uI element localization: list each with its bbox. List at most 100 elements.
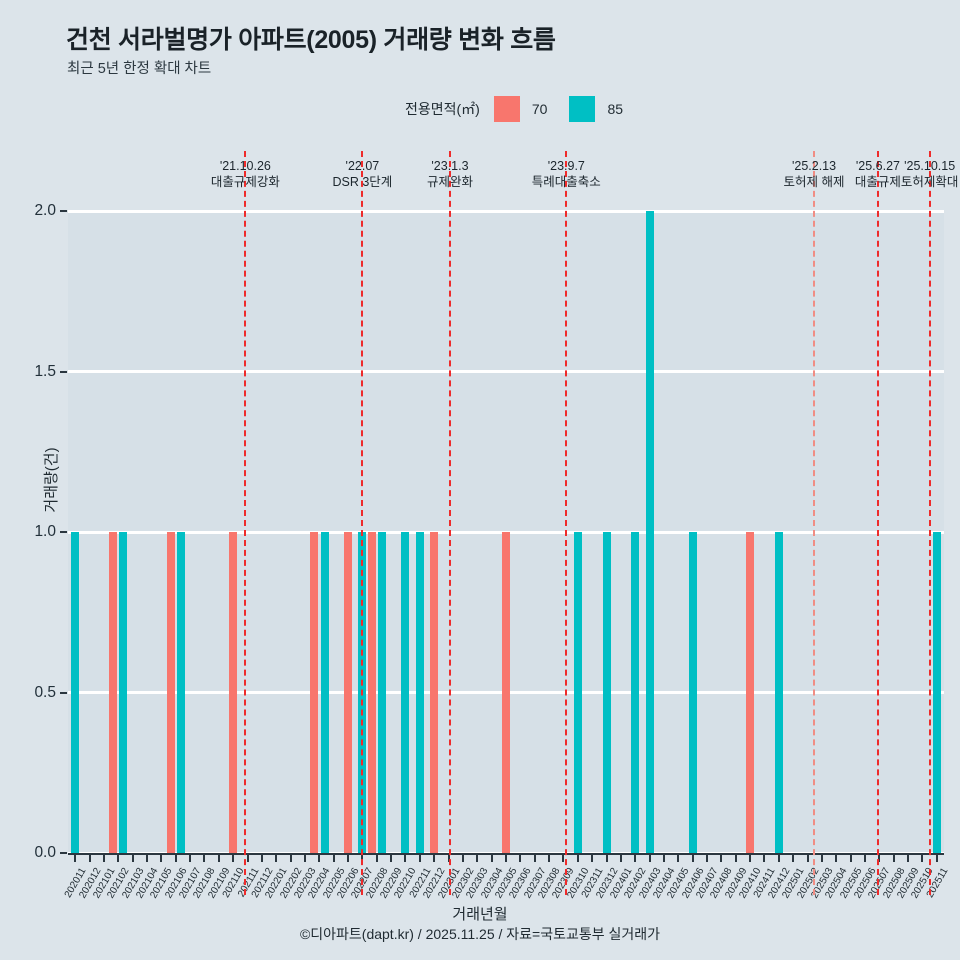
x-tick-mark — [892, 853, 895, 862]
bar-202204-85 — [320, 532, 329, 853]
x-tick-mark — [303, 853, 306, 862]
legend-label-70: 70 — [531, 101, 548, 117]
y-tick-label: 2.0 — [34, 202, 56, 219]
annotation-text: 규제완화 — [426, 175, 473, 189]
annotation-text: 대출규제강화 — [210, 175, 280, 189]
bar-202312-85 — [602, 532, 611, 853]
annotation-line-5 — [876, 151, 879, 895]
x-tick-mark — [605, 853, 608, 862]
bar-202305-70 — [502, 532, 510, 853]
y-tick-mark — [60, 852, 67, 854]
bar-202310-85 — [573, 532, 582, 853]
legend: 전용면적(㎡) 70 85 — [405, 96, 623, 122]
annotation-label-1: '22.07 DSR 3단계 — [332, 158, 392, 191]
x-tick-mark — [131, 853, 134, 862]
annotation-line-6 — [928, 151, 931, 895]
x-tick-mark — [921, 853, 924, 862]
x-tick-mark — [706, 853, 709, 862]
x-tick-mark — [763, 853, 766, 862]
annotation-date: '23.9.7 — [547, 159, 585, 173]
x-tick-mark — [677, 853, 680, 862]
annotation-line-0 — [244, 151, 247, 895]
bar-202210-85 — [401, 532, 410, 853]
x-tick-mark — [691, 853, 694, 862]
annotation-line-2 — [448, 151, 451, 895]
x-tick-mark — [519, 853, 522, 862]
annotation-date: '25.6.27 — [855, 159, 900, 173]
page-title: 건천 서라벌명가 아파트(2005) 거래량 변화 흐름 — [66, 26, 556, 54]
legend-title: 전용면적(㎡) — [405, 101, 480, 117]
annotation-label-6: '25.10.15 토허제확대 — [901, 158, 959, 191]
x-tick-mark — [548, 853, 551, 862]
y-tick-label: 1.5 — [34, 362, 56, 380]
x-tick-mark — [490, 853, 493, 862]
x-tick-mark — [189, 853, 192, 862]
x-tick-mark — [275, 853, 278, 862]
grid-line — [68, 209, 944, 213]
x-tick-mark — [648, 853, 651, 862]
annotation-text: 특례대출축소 — [531, 175, 601, 189]
y-tick-mark — [60, 691, 67, 694]
y-tick-mark — [60, 210, 67, 212]
bar-202208-85 — [377, 532, 386, 853]
x-tick-mark — [835, 853, 838, 862]
x-tick-mark — [318, 853, 321, 862]
x-tick-mark — [749, 853, 752, 862]
x-tick-mark — [404, 853, 407, 862]
x-tick-mark — [232, 853, 235, 862]
annotation-line-1 — [361, 151, 364, 895]
x-tick-mark — [591, 853, 594, 862]
annotation-date: '25.10.15 — [904, 159, 956, 173]
bar-202208-70 — [367, 532, 376, 853]
x-tick-mark — [792, 853, 795, 862]
x-tick-mark — [461, 853, 464, 862]
x-tick-mark — [907, 853, 910, 862]
x-tick-mark — [734, 853, 737, 862]
x-tick-mark — [849, 853, 852, 862]
x-tick-mark — [174, 853, 177, 862]
annotation-text: 대출규제 — [854, 175, 901, 189]
bar-202011-85 — [71, 532, 80, 853]
annotation-label-4: '25.2.13 토허제 해제 — [784, 158, 845, 191]
x-tick-mark — [662, 853, 665, 862]
x-tick-mark — [777, 853, 780, 862]
x-tick-mark — [102, 853, 105, 862]
x-tick-mark — [88, 853, 91, 862]
x-tick-mark — [260, 853, 263, 862]
bar-202102-85 — [119, 532, 128, 853]
x-tick-mark — [289, 853, 292, 862]
y-tick-label: 1.0 — [34, 523, 56, 540]
legend-swatch-70 — [493, 96, 520, 122]
bar-202106-85 — [176, 532, 185, 853]
x-tick-mark — [433, 853, 436, 862]
x-tick-mark — [203, 853, 206, 862]
x-axis-label: 거래년월 — [452, 906, 508, 923]
annotation-label-0: '21.10.26 대출규제강화 — [211, 158, 280, 191]
annotation-text: 토허제 해제 — [783, 175, 845, 189]
x-tick-mark — [576, 853, 579, 862]
footer-credit: ©디아파트(dapt.kr) / 2025.11.25 / 자료=국토교통부 실… — [299, 926, 661, 942]
x-tick-mark — [562, 853, 565, 862]
y-tick-mark — [60, 531, 67, 533]
bar-202211-85 — [415, 532, 424, 853]
annotation-date: '21.10.26 — [219, 159, 271, 173]
x-tick-mark — [390, 853, 393, 862]
annotation-line-4 — [813, 151, 816, 895]
x-tick-mark — [375, 853, 378, 862]
x-tick-mark — [74, 853, 77, 862]
annotation-date: '25.2.13 — [791, 159, 837, 173]
x-tick-mark — [332, 853, 335, 862]
annotation-label-5: '25.6.27 대출규제 — [855, 158, 901, 191]
bar-202212-70 — [430, 532, 439, 853]
x-tick-mark — [533, 853, 536, 862]
annotation-text: DSR 3단계 — [332, 175, 393, 189]
grid-line — [68, 370, 944, 373]
bar-202206-70 — [344, 532, 353, 853]
legend-swatch-85 — [569, 96, 596, 122]
x-tick-mark — [160, 853, 163, 862]
y-tick-label: 0.0 — [34, 844, 56, 861]
x-tick-mark — [476, 853, 479, 862]
bar-202410-70 — [746, 532, 755, 853]
x-tick-mark — [418, 853, 421, 862]
